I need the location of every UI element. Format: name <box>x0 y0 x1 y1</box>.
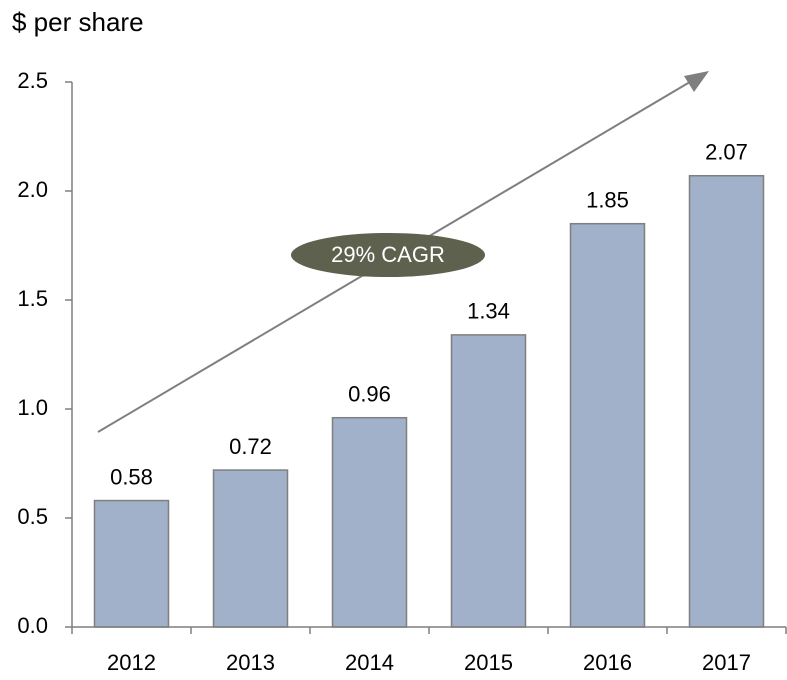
bar <box>450 334 527 628</box>
bar <box>331 416 408 628</box>
data-label: 0.72 <box>229 434 272 459</box>
data-label: 2.07 <box>705 140 748 165</box>
x-tick-label: 2014 <box>345 650 394 675</box>
x-tick-label: 2015 <box>464 650 513 675</box>
x-tick-label: 2012 <box>107 650 156 675</box>
annotation: 29% CAGR <box>331 242 445 267</box>
annotation-badge <box>291 233 485 277</box>
x-tick-label: 2017 <box>702 650 751 675</box>
x-tick-label: 2016 <box>583 650 632 675</box>
x-tick-label: 2013 <box>226 650 275 675</box>
arrow-head <box>684 71 709 92</box>
bar <box>212 469 289 628</box>
bar <box>93 499 170 628</box>
data-label: 0.96 <box>348 382 391 407</box>
y-tick-label: 2.5 <box>17 68 48 93</box>
bar <box>569 222 646 628</box>
chart-title: $ per share <box>12 7 144 37</box>
y-tick-label: 0.5 <box>17 504 48 529</box>
data-label: 0.58 <box>110 464 153 489</box>
y-tick-label: 1.0 <box>17 395 48 420</box>
bar <box>688 174 765 628</box>
y-tick-label: 0.0 <box>17 613 48 638</box>
y-tick-label: 1.5 <box>17 286 48 311</box>
data-label: 1.34 <box>467 299 510 324</box>
y-tick-label: 2.0 <box>17 177 48 202</box>
data-label: 1.85 <box>586 188 629 213</box>
